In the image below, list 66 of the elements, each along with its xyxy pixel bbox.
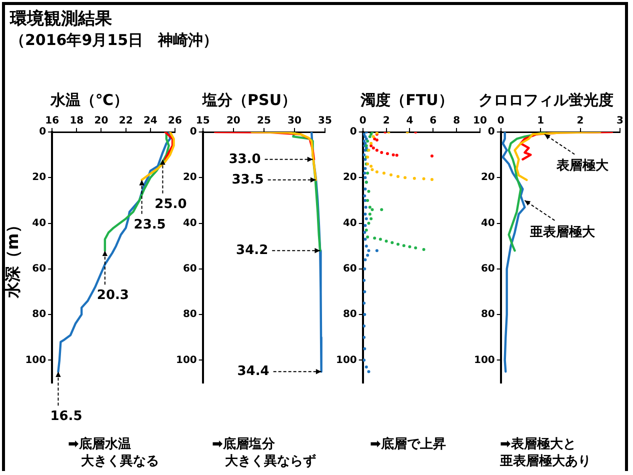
annotation: 表層極大	[556, 158, 610, 174]
x-tick-label: 0	[359, 116, 366, 127]
annotation: 亜表層極大	[529, 224, 596, 240]
x-tick-label: 20	[94, 116, 108, 127]
y-tick-label: 20	[480, 172, 495, 184]
chart-title: 水温（℃）	[49, 90, 129, 109]
text: （2016年9月15日 神崎沖）	[10, 30, 218, 50]
y-tick-label: 100	[176, 354, 197, 366]
y-tick-label: 40	[182, 218, 197, 229]
y-tick-label: 80	[32, 309, 46, 320]
annotation: 33.0	[228, 152, 261, 167]
text: 環境観測結果	[10, 8, 113, 30]
y-tick-label: 40	[342, 218, 357, 229]
x-tick-label: 2	[382, 116, 390, 127]
x-tick-label: 6	[430, 116, 437, 127]
y-tick-label: 100	[474, 354, 495, 366]
text: ➡表層極大と亜表層極大あり	[500, 437, 591, 469]
y-tick-label: 0	[350, 126, 357, 138]
x-tick-label: 10	[473, 116, 487, 127]
text: ➡底層塩分大きく異ならず	[212, 437, 316, 469]
annotation: 25.0	[154, 196, 187, 212]
x-tick-label: 16	[45, 116, 60, 127]
y-tick-label: 20	[182, 172, 197, 184]
x-tick-label: 24	[143, 116, 158, 127]
x-tick-label: 2	[576, 116, 584, 127]
x-tick-label: 35	[318, 116, 332, 127]
text: ➡底層水温大きく異なる	[68, 437, 159, 469]
x-tick-label: 15	[196, 116, 210, 127]
x-tick-label: 18	[70, 116, 84, 127]
text: ➡底層で上昇	[370, 436, 446, 453]
annotation: 33.5	[232, 172, 264, 188]
y-tick-label: 80	[342, 309, 357, 320]
y-tick-label: 60	[182, 264, 197, 275]
y-tick-label: 0	[39, 126, 46, 138]
y-tick-label: 60	[32, 264, 46, 275]
x-tick-label: 3	[616, 116, 624, 127]
chart-title: 塩分（PSU）	[202, 90, 296, 109]
annotation: 20.3	[96, 288, 129, 304]
x-tick-label: 1	[537, 116, 544, 127]
x-tick-label: 0	[497, 116, 504, 127]
annotation: 16.5	[50, 408, 82, 424]
y-tick-label: 100	[25, 354, 46, 366]
annotation: 34.2	[236, 243, 268, 258]
y-tick-label: 0	[488, 126, 495, 138]
y-tick-label: 80	[182, 309, 197, 320]
y-tick-label: 0	[190, 126, 197, 138]
y-tick-label: 20	[32, 172, 46, 184]
y-tick-label: 60	[480, 264, 495, 275]
chart-title: 濁度（FTU）	[360, 90, 454, 109]
x-tick-label: 22	[118, 116, 133, 127]
x-tick-label: 26	[168, 116, 182, 127]
y-axis-title: 水深（m）	[2, 217, 22, 299]
x-tick-label: 20	[226, 116, 240, 127]
x-tick-label: 4	[406, 116, 414, 127]
x-tick-label: 30	[288, 116, 302, 127]
annotation: 23.5	[134, 217, 166, 232]
y-tick-label: 20	[342, 172, 357, 184]
y-tick-label: 100	[336, 354, 357, 366]
x-tick-label: 8	[453, 116, 460, 127]
x-tick-label: 25	[256, 116, 271, 127]
y-tick-label: 60	[342, 264, 357, 275]
y-tick-label: 80	[480, 309, 495, 320]
chart-title: クロロフィル蛍光度	[478, 90, 614, 109]
y-tick-label: 40	[32, 218, 46, 229]
y-tick-label: 40	[480, 218, 495, 229]
annotation: 34.4	[237, 364, 270, 379]
